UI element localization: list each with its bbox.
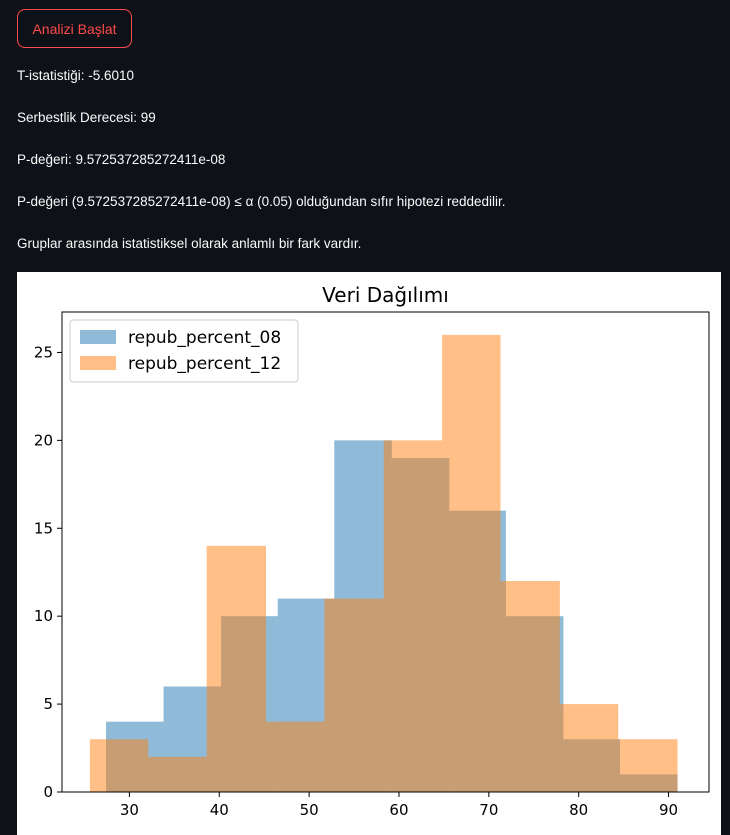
x-tick-label: 90	[659, 801, 678, 819]
histogram-bar-2-6	[383, 440, 443, 792]
hypothesis-decision-text: P-değeri (9.572537285272411e-08) ≤ α (0.…	[17, 194, 506, 209]
y-tick-label: 10	[34, 607, 53, 625]
histogram-bar-2-9	[559, 704, 619, 792]
histogram-bar-2-4	[265, 721, 325, 792]
histogram-chart-container: Veri Dağılımı 30 40 50 60 70 80 90 0 5 10 15 20 25 rep…	[17, 272, 721, 835]
start-analysis-button[interactable]: Analizi Başlat	[17, 9, 132, 48]
plot-frame	[61, 311, 710, 793]
y-tick-label: 15	[34, 519, 53, 537]
histogram-bar-2-1	[89, 739, 149, 792]
y-tick-label: 0	[43, 783, 53, 801]
histogram-bar-2-3	[206, 545, 266, 792]
legend-label-1: repub_percent_08	[128, 328, 281, 348]
t-statistic-text: T-istatistiği: -5.6010	[17, 68, 135, 83]
legend-label-2: repub_percent_12	[128, 354, 281, 374]
histogram-chart: Veri Dağılımı 30 40 50 60 70 80 90 0 5 10 15 20 25 rep…	[34, 283, 710, 819]
x-tick-label: 40	[210, 801, 229, 819]
chart-title: Veri Dağılımı	[322, 283, 449, 307]
histogram-bar-2-10	[618, 739, 678, 792]
x-tick-label: 50	[300, 801, 319, 819]
conclusion-text: Gruplar arasında istatistiksel olarak an…	[17, 236, 362, 251]
p-value-text: P-değeri: 9.572537285272411e-08	[17, 152, 226, 167]
histogram-bar-2-8	[500, 581, 560, 792]
histogram-bar-2-2	[148, 756, 207, 792]
degrees-of-freedom-text: Serbestlik Derecesi: 99	[17, 110, 156, 125]
legend-swatch-2	[80, 356, 116, 370]
y-tick-label: 20	[34, 431, 53, 449]
x-tick-label: 80	[569, 801, 588, 819]
x-tick-label: 70	[479, 801, 498, 819]
histogram-bar-2-7	[442, 334, 501, 792]
chart-legend	[69, 319, 299, 383]
legend-swatch-1	[80, 330, 116, 344]
x-tick-label: 30	[120, 801, 139, 819]
histogram-bar-2-5	[324, 598, 384, 792]
y-tick-label: 5	[43, 695, 53, 713]
x-tick-label: 60	[389, 801, 408, 819]
y-tick-label: 25	[34, 343, 53, 361]
